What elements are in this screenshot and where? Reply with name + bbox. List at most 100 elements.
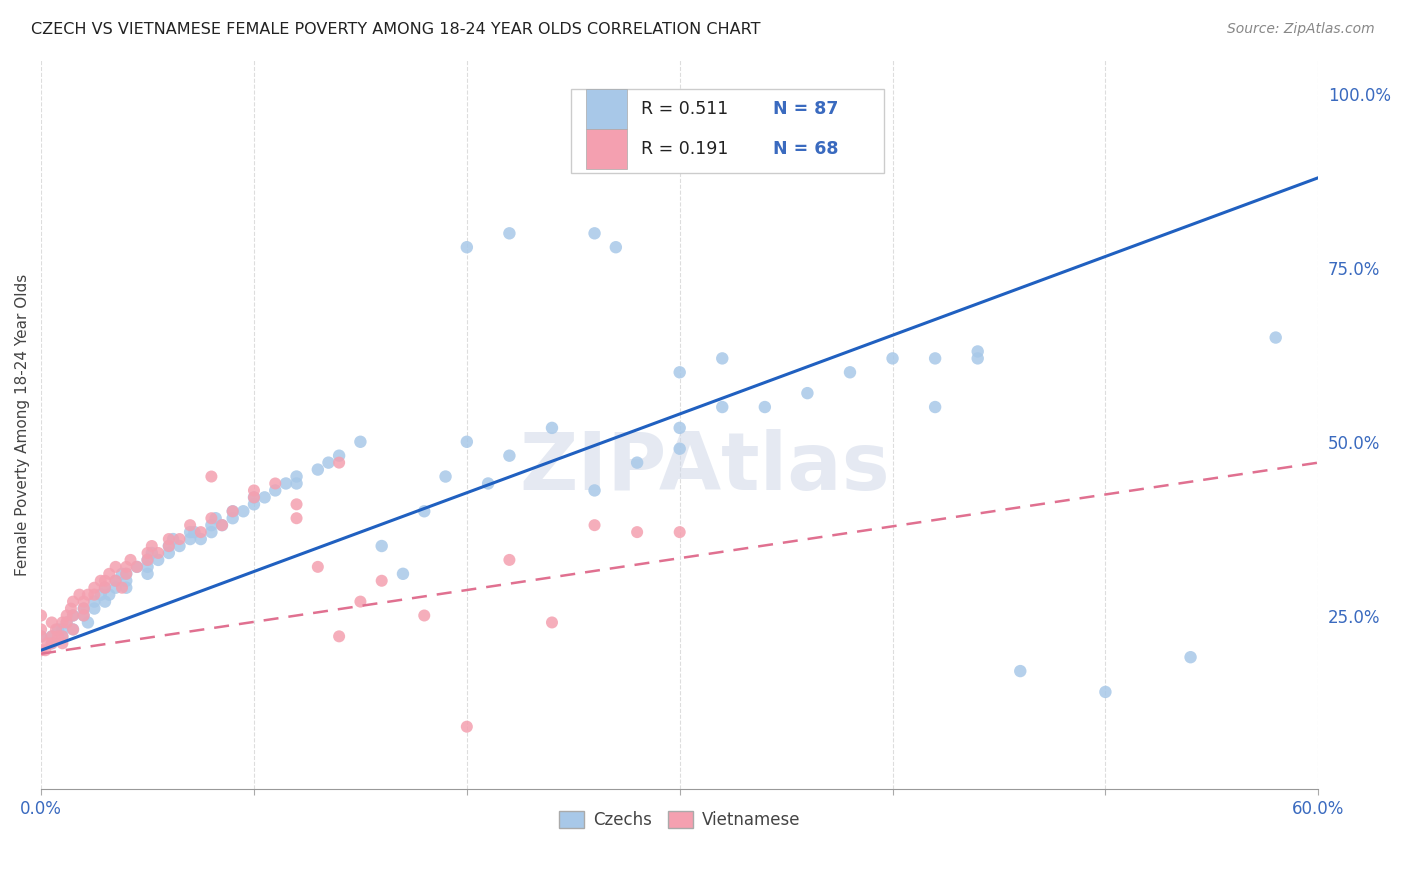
Point: [111, 581, 134, 595]
Point: [413, 608, 436, 623]
Point: [55, 615, 77, 630]
Point: [77, 588, 100, 602]
Point: [839, 365, 862, 379]
Point: [1180, 650, 1202, 665]
Point: [668, 525, 690, 540]
Point: [115, 566, 138, 581]
Point: [668, 365, 690, 379]
Point: [77, 615, 100, 630]
Point: [104, 559, 127, 574]
Point: [966, 344, 988, 359]
Point: [83, 594, 105, 608]
Text: ZIPAtlas: ZIPAtlas: [520, 429, 890, 508]
Point: [179, 525, 201, 540]
Point: [120, 553, 142, 567]
Point: [711, 351, 734, 366]
Point: [754, 400, 776, 414]
Point: [115, 581, 138, 595]
FancyBboxPatch shape: [571, 89, 884, 173]
Point: [136, 546, 159, 560]
Point: [141, 539, 163, 553]
Text: N = 87: N = 87: [773, 100, 838, 119]
Point: [966, 351, 988, 366]
Point: [41, 636, 63, 650]
Point: [882, 351, 904, 366]
Point: [243, 497, 266, 511]
Point: [1010, 664, 1032, 678]
Point: [583, 227, 606, 241]
Point: [51, 615, 73, 630]
Point: [83, 588, 105, 602]
Point: [204, 511, 226, 525]
Point: [264, 476, 287, 491]
Point: [90, 574, 112, 588]
Point: [211, 518, 233, 533]
Point: [190, 525, 212, 540]
Point: [221, 511, 243, 525]
Point: [59, 601, 82, 615]
Point: [668, 421, 690, 435]
Point: [370, 574, 392, 588]
Point: [37, 636, 59, 650]
Point: [98, 588, 121, 602]
Point: [162, 532, 184, 546]
Point: [200, 511, 222, 525]
Point: [104, 581, 127, 595]
Point: [232, 504, 254, 518]
Point: [211, 518, 233, 533]
Point: [55, 615, 77, 630]
Point: [349, 434, 371, 449]
Point: [73, 601, 96, 615]
Point: [62, 608, 84, 623]
Point: [243, 491, 266, 505]
Point: [183, 525, 205, 540]
Point: [1264, 330, 1286, 344]
Point: [148, 553, 170, 567]
Point: [51, 623, 73, 637]
Point: [626, 456, 648, 470]
Point: [583, 483, 606, 498]
Point: [136, 566, 159, 581]
Point: [136, 559, 159, 574]
Point: [46, 623, 69, 637]
Point: [111, 566, 134, 581]
Point: [30, 608, 52, 623]
Point: [605, 240, 627, 254]
Point: [285, 469, 308, 483]
Point: [349, 594, 371, 608]
Point: [157, 539, 180, 553]
Point: [434, 469, 457, 483]
FancyBboxPatch shape: [586, 128, 627, 169]
Point: [285, 476, 308, 491]
Point: [626, 525, 648, 540]
Point: [94, 574, 117, 588]
Point: [51, 629, 73, 643]
Point: [285, 511, 308, 525]
Point: [243, 483, 266, 498]
Point: [711, 400, 734, 414]
Point: [83, 581, 105, 595]
Point: [73, 608, 96, 623]
Point: [179, 532, 201, 546]
Point: [200, 525, 222, 540]
Point: [125, 559, 148, 574]
Point: [30, 623, 52, 637]
Point: [1094, 685, 1116, 699]
Point: [318, 456, 340, 470]
Text: CZECH VS VIETNAMESE FEMALE POVERTY AMONG 18-24 YEAR OLDS CORRELATION CHART: CZECH VS VIETNAMESE FEMALE POVERTY AMONG…: [31, 22, 761, 37]
Text: N = 68: N = 68: [773, 140, 838, 158]
Point: [73, 594, 96, 608]
Point: [157, 532, 180, 546]
Point: [796, 386, 818, 401]
Point: [136, 553, 159, 567]
Point: [115, 566, 138, 581]
Point: [104, 574, 127, 588]
Point: [221, 504, 243, 518]
Point: [34, 643, 56, 657]
Point: [169, 539, 191, 553]
Point: [125, 559, 148, 574]
Point: [200, 518, 222, 533]
Text: R = 0.511: R = 0.511: [641, 100, 728, 119]
Point: [200, 469, 222, 483]
Point: [62, 594, 84, 608]
